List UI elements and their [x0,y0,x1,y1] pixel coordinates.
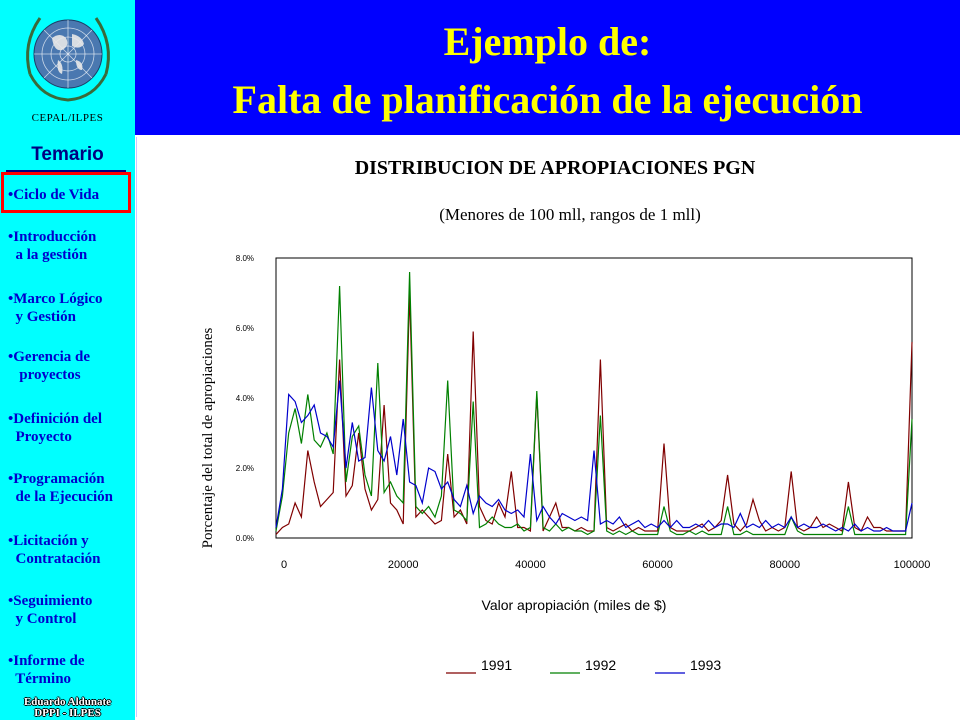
nav-item-marco-logico[interactable]: •Marco Lógico y Gestión [8,291,103,325]
legend-label-1992: 1992 [585,657,616,673]
author-credit: Eduardo Aldunate DPPI - ILPES [0,697,135,719]
y-tick-label: 8.0% [236,254,254,263]
nav-item-gerencia[interactable]: •Gerencia de proyectos [8,349,91,383]
x-axis-label: Valor apropiación (miles de $) [482,597,667,613]
active-item-highlight [1,172,131,213]
un-emblem-logo [26,17,110,102]
legend-label-1991: 1991 [481,657,512,673]
x-tick-label: 0 [281,559,287,571]
author-dept: DPPI - ILPES [34,707,101,719]
content-area [136,137,957,717]
nav-item-programacion[interactable]: •Programación de la Ejecución [8,471,113,505]
heading-underline [6,170,126,172]
y-tick-label: 4.0% [236,394,254,403]
sidebar-heading: Temario [31,144,104,165]
nav-item-licitacion[interactable]: •Licitación y Contratación [8,533,101,567]
y-tick-label: 2.0% [236,464,254,473]
author-name: Eduardo Aldunate [23,696,112,708]
nav-item-seguimiento[interactable]: •Seguimiento y Control [8,593,93,627]
x-tick-label: 20000 [388,559,419,571]
nav-item-informe[interactable]: •Informe de Término [8,653,85,687]
legend-label-1993: 1993 [690,657,721,673]
nav-item-ciclo-de-vida[interactable]: •Ciclo de Vida [8,187,100,203]
x-tick-label: 80000 [770,559,801,571]
plot-area [275,257,913,539]
series-line-1991 [275,292,913,535]
series-line-1993 [275,380,913,532]
nav-item-introduccion[interactable]: •Introducción a la gestión [8,229,97,263]
page-title-line1: Ejemplo de: [443,19,652,64]
nav-item-definicion[interactable]: •Definición del Proyecto [8,411,102,445]
series-line-1992 [275,271,913,536]
organization-label: CEPAL/ILPES [31,112,104,124]
page-title-line2: Falta de planificación de la ejecución [232,77,863,122]
x-tick-label: 60000 [642,559,673,571]
header-banner [135,0,960,135]
y-axis-label: Porcentaje del total de apropiaciones [200,327,216,548]
chart-subtitle: (Menores de 100 mll, rangos de 1 mll) [439,205,701,224]
x-tick-label: 100000 [894,559,931,571]
chart-title: DISTRIBUCION DE APROPIACIONES PGN [354,157,756,179]
y-tick-label: 6.0% [236,324,254,333]
x-tick-label: 40000 [515,559,546,571]
y-tick-label: 0.0% [236,534,254,543]
sidebar [0,0,135,720]
